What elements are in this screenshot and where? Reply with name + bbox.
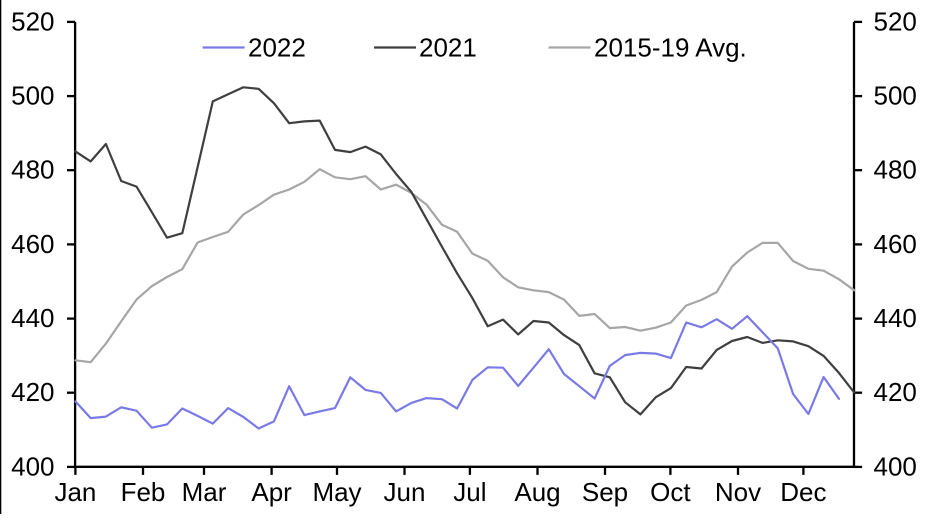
svg-text:Oct: Oct xyxy=(650,477,691,507)
svg-text:440: 440 xyxy=(874,303,917,333)
svg-text:Jan: Jan xyxy=(54,477,96,507)
svg-text:Jul: Jul xyxy=(453,477,486,507)
svg-text:Apr: Apr xyxy=(251,477,292,507)
svg-text:400: 400 xyxy=(11,451,54,481)
svg-text:480: 480 xyxy=(11,155,54,185)
svg-text:420: 420 xyxy=(11,377,54,407)
svg-text:440: 440 xyxy=(11,303,54,333)
svg-text:460: 460 xyxy=(874,229,917,259)
svg-text:Mar: Mar xyxy=(182,477,227,507)
svg-text:2022: 2022 xyxy=(248,32,306,62)
svg-text:520: 520 xyxy=(11,6,54,36)
svg-text:2021: 2021 xyxy=(419,32,477,62)
svg-text:520: 520 xyxy=(874,6,917,36)
svg-text:Aug: Aug xyxy=(514,477,560,507)
svg-text:2015-19 Avg.: 2015-19 Avg. xyxy=(594,32,747,62)
svg-text:420: 420 xyxy=(874,377,917,407)
svg-text:Dec: Dec xyxy=(780,477,826,507)
svg-text:Nov: Nov xyxy=(715,477,761,507)
svg-text:Feb: Feb xyxy=(121,477,166,507)
svg-text:Sep: Sep xyxy=(582,477,628,507)
svg-text:400: 400 xyxy=(874,451,917,481)
svg-text:May: May xyxy=(312,477,361,507)
svg-text:500: 500 xyxy=(11,81,54,111)
svg-text:500: 500 xyxy=(874,81,917,111)
svg-text:Jun: Jun xyxy=(384,477,426,507)
svg-text:480: 480 xyxy=(874,155,917,185)
svg-text:460: 460 xyxy=(11,229,54,259)
